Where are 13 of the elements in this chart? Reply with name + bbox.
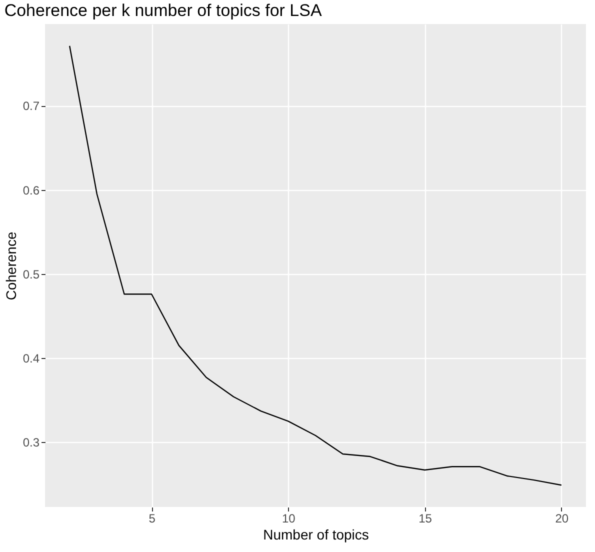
x-axis-title: Number of topics (263, 526, 369, 542)
x-tick-label: 15 (418, 512, 432, 526)
y-tick-label: 0.3 (22, 436, 40, 450)
line-series (68, 45, 562, 486)
x-tick-label: 5 (148, 512, 156, 526)
y-tick-label: 0.4 (22, 352, 40, 366)
y-axis-title: Coherence (2, 232, 19, 300)
y-tick-label: 0.7 (22, 99, 40, 114)
y-tick-label: 0.5 (22, 267, 40, 282)
chart-title: Coherence per k number of topics for LSA (4, 1, 322, 20)
x-tick-label: 10 (282, 512, 296, 526)
x-tick-label: 20 (555, 512, 569, 526)
y-tick-label: 0.6 (22, 183, 40, 198)
